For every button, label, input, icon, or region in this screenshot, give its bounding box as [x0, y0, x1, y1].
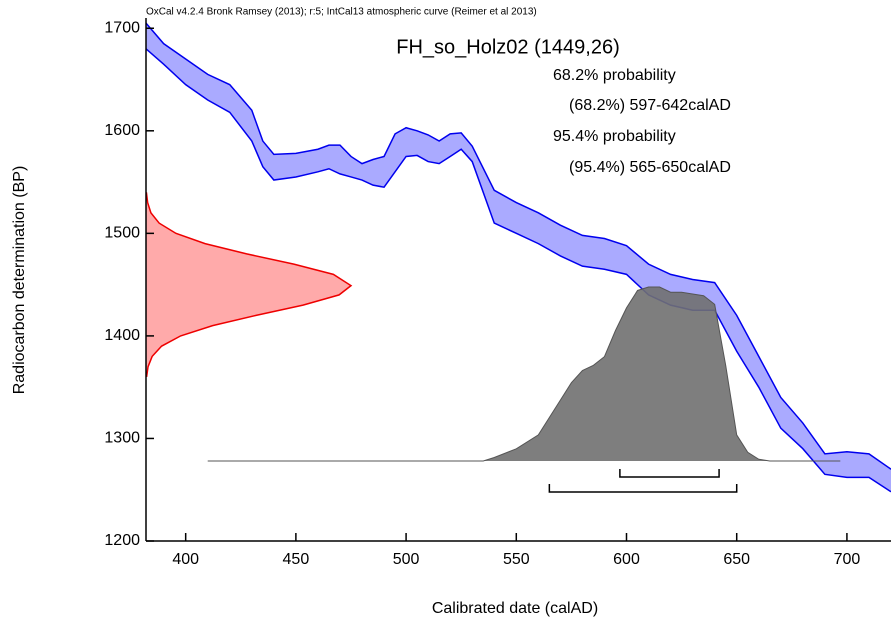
annotation: (68.2%) 597-642calAD: [569, 97, 731, 114]
y-tick-label: 1600: [104, 122, 140, 139]
range-bracket: [548, 484, 738, 493]
chart-title: FH_so_Holz02 (1449,26): [396, 36, 619, 58]
x-tick-label: 550: [503, 551, 530, 568]
x-tick-label: 700: [834, 551, 861, 568]
y-tick-label: 1400: [104, 327, 140, 344]
curve-band: [146, 23, 891, 492]
x-tick-label: 500: [393, 551, 420, 568]
x-tick-label: 400: [172, 551, 199, 568]
measurement-curve: [145, 192, 353, 378]
y-tick-label: 1300: [104, 430, 140, 447]
y-tick-label: 1500: [104, 225, 140, 242]
posterior-fill: [207, 287, 841, 461]
x-axis-label: Calibrated date (calAD): [432, 600, 598, 617]
x-tick-label: 450: [283, 551, 310, 568]
posterior-curve: [207, 286, 841, 462]
y-tick-label: 1200: [104, 532, 140, 549]
curve-lower: [145, 48, 891, 493]
x-tick-label: 650: [723, 551, 750, 568]
measurement-fill: [146, 192, 351, 377]
range-bracket: [619, 469, 720, 478]
annotation: 68.2% probability: [553, 67, 676, 84]
x-tick-label: 600: [613, 551, 640, 568]
y-tick-label: 1700: [104, 19, 140, 36]
annotation: (95.4%) 565-650calAD: [569, 159, 731, 176]
curve-upper: [145, 22, 891, 470]
y-axis-label: Radiocarbon determination (BP): [11, 166, 28, 395]
header: OxCal v4.2.4 Bronk Ramsey (2013); r:5; I…: [146, 7, 537, 18]
annotation: 95.4% probability: [553, 128, 676, 145]
